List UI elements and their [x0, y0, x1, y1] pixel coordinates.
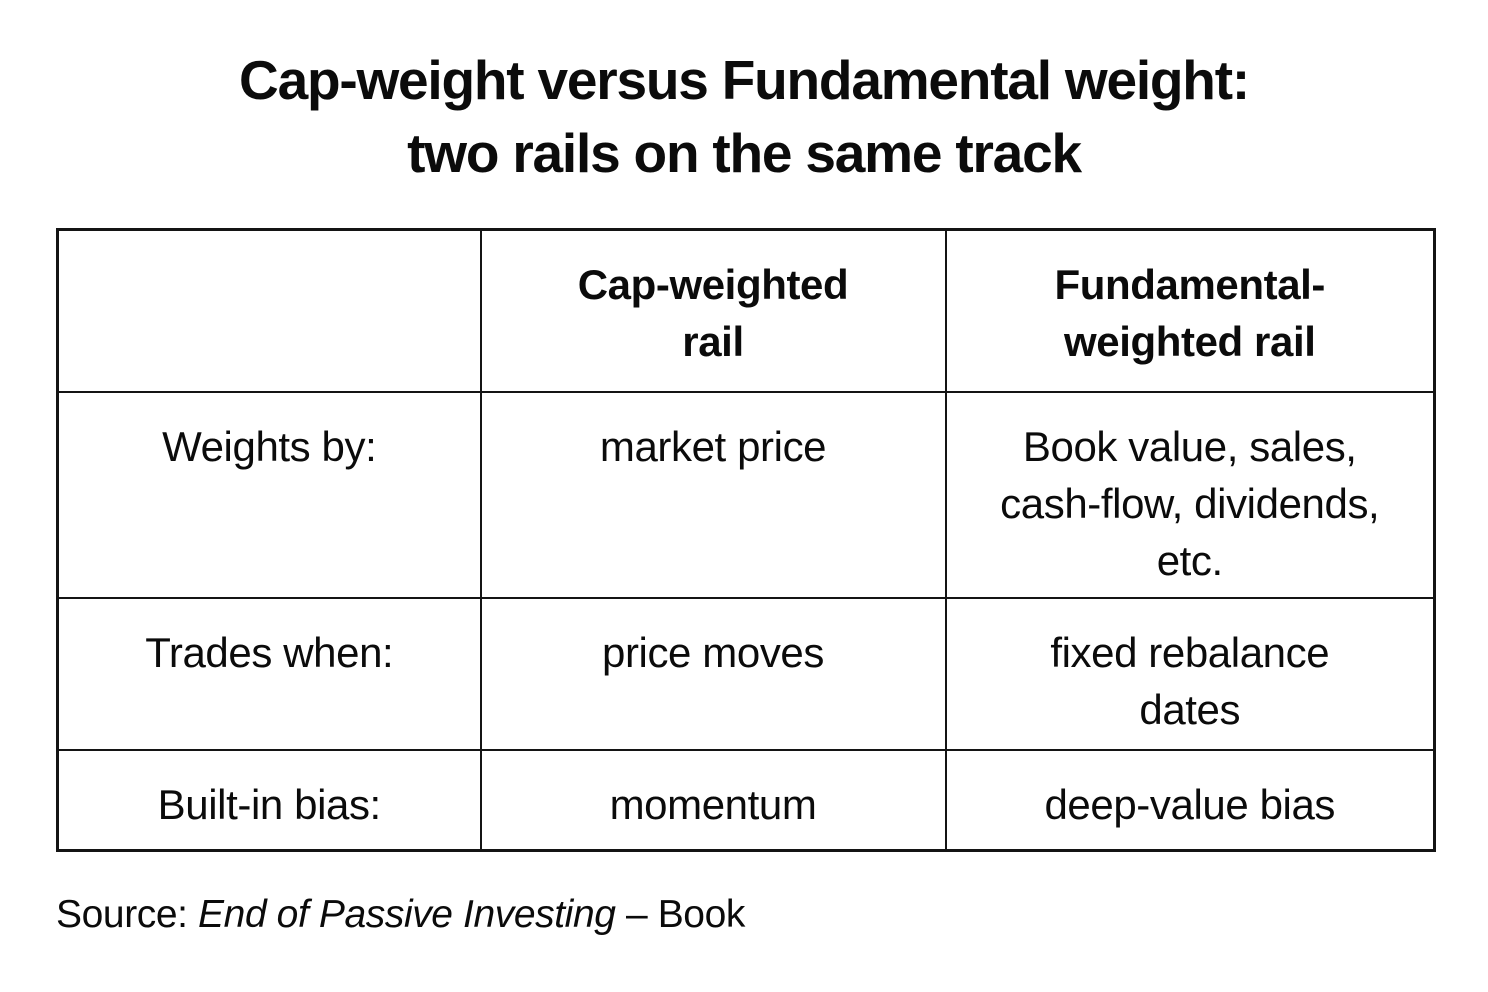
table-row-built-in-bias: Built-in bias: momentum deep-value bias: [56, 748, 1436, 852]
cell-fundamental-weighted: fixed rebalance dates: [944, 596, 1436, 751]
cell-cap-weighted: market price: [479, 390, 947, 599]
column-header-fundamental-weighted: Fundamental- weighted rail: [944, 228, 1436, 393]
row-label: Trades when:: [56, 596, 482, 751]
row-label: Weights by:: [56, 390, 482, 599]
source-line: Source: End of Passive Investing – Book: [56, 890, 1488, 940]
cell-cap-weighted: price moves: [479, 596, 947, 751]
table-row-trades-when: Trades when: price moves fixed rebalance…: [56, 596, 1436, 751]
table-row-weights-by: Weights by: market price Book value, sal…: [56, 390, 1436, 599]
cell-cap-weighted: momentum: [479, 748, 947, 852]
source-prefix: Source:: [56, 893, 199, 936]
page-title: Cap-weight versus Fundamental weight: tw…: [239, 49, 1250, 184]
source-suffix: – Book: [615, 893, 745, 936]
column-header-blank: [56, 228, 482, 393]
column-header-cap-weighted: Cap-weighted rail: [479, 228, 947, 393]
comparison-table: Cap-weighted rail Fundamental- weighted …: [56, 228, 1436, 852]
source-work-title: End of Passive Investing: [198, 893, 616, 936]
cell-fundamental-weighted: deep-value bias: [944, 748, 1436, 852]
header-row: Cap-weighted rail Fundamental- weighted …: [56, 228, 1436, 393]
row-label: Built-in bias:: [56, 748, 482, 852]
cell-fundamental-weighted: Book value, sales, cash-flow, dividends,…: [944, 390, 1436, 599]
